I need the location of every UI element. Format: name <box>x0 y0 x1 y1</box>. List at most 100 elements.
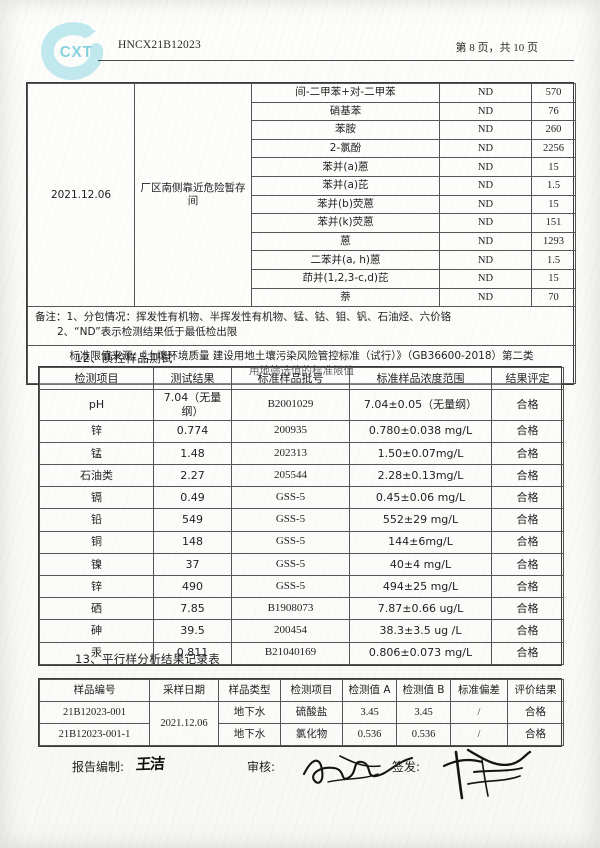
std-deviation-cell: / <box>450 701 508 724</box>
qc-batch-cell: GSS-5 <box>231 486 350 510</box>
table-row: 石油类 2.27 205544 2.28±0.13mg/L 合格 <box>39 464 564 488</box>
limit-value-cell: 70 <box>531 287 576 308</box>
table-row: 二苯并(a, h)蒽 ND 1.5 <box>28 250 576 270</box>
qc-result-cell: 2.27 <box>153 464 232 488</box>
column-header: 标准样品批号 <box>231 366 350 391</box>
std-deviation-cell: / <box>450 723 508 746</box>
test-item-cell: 2-氯酚 <box>251 138 440 159</box>
column-header: 检测项目 <box>39 366 154 391</box>
cxt-logo: CXT <box>41 22 104 80</box>
qc-range-cell: 0.780±0.038 mg/L <box>349 419 492 443</box>
qc-eval-cell: 合格 <box>491 508 564 532</box>
qc-range-cell: 0.806±0.073 mg/L <box>349 641 492 665</box>
column-header: 评价结果 <box>507 679 564 702</box>
qc-batch-cell: 200935 <box>231 419 350 443</box>
qc-eval-cell: 合格 <box>491 530 564 554</box>
qc-item-cell: 镍 <box>39 552 154 577</box>
qc-batch-cell: GSS-5 <box>231 530 350 554</box>
sampling-date-cell: 2021.12.06 <box>149 701 219 746</box>
test-result-cell: ND <box>439 83 532 103</box>
table-row: 镉 0.49 GSS-5 0.45±0.06 mg/L 合格 <box>39 486 564 510</box>
qc-result-cell: 0.49 <box>153 486 232 510</box>
test-result-cell: ND <box>439 194 532 215</box>
sample-date-cell: 2021.12.06 <box>27 82 135 308</box>
test-result-cell: ND <box>439 157 532 177</box>
qc-batch-cell: 205544 <box>231 464 350 488</box>
table-row: 铜 148 GSS-5 144±6mg/L 合格 <box>39 530 564 554</box>
table-row: pH 7.04（无量纲） B2001029 7.04±0.05（无量纲） 合格 <box>39 389 564 421</box>
limit-value-cell: 15 <box>531 157 576 177</box>
table-row: 2021.12.06 厂区南侧靠近危险暂存间 间-二甲苯+对-二甲苯 ND 570 <box>27 82 576 308</box>
qc-eval-cell: 合格 <box>491 464 564 488</box>
column-header: 测试结果 <box>153 366 232 391</box>
limit-value-cell: 1293 <box>531 231 576 252</box>
qc-batch-cell: GSS-5 <box>231 508 350 532</box>
qc-item-cell: 砷 <box>39 619 154 643</box>
table-header-row: 检测项目 测试结果 标准样品批号 标准样品浓度范围 结果评定 <box>39 366 564 391</box>
limit-value-cell: 15 <box>531 194 576 215</box>
test-result-cell: ND <box>439 268 532 289</box>
test-item-cell: 苯胺 <box>251 120 440 140</box>
test-result-cell: ND <box>439 101 532 122</box>
standard-source-cell: 标准限值来源:《土壤环境质量 建设用地土壤污染风险管控标准（试行）》（GB366… <box>27 344 576 385</box>
issued-by-label: 签发: <box>392 760 421 774</box>
sample-type-cell: 地下水 <box>218 701 281 724</box>
column-header: 检测值 B <box>396 679 451 702</box>
limit-value-cell: 15 <box>531 268 576 289</box>
qc-range-cell: 144±6mg/L <box>349 530 492 554</box>
table-row: 锰 1.48 202313 1.50±0.07mg/L 合格 <box>39 441 564 466</box>
test-result-cell: ND <box>439 138 532 159</box>
table-row: 硝基苯 ND 76 <box>28 101 576 122</box>
qc-item-cell: 铜 <box>39 530 154 554</box>
table-row: 茚并(1,2,3-c,d)芘 ND 15 <box>28 268 576 289</box>
parallel-item-cell: 氯化物 <box>280 723 343 746</box>
qc-item-cell: 铅 <box>39 508 154 532</box>
test-item-cell: 茚并(1,2,3-c,d)芘 <box>251 268 440 289</box>
qc-range-cell: 7.87±0.66 ug/L <box>349 597 492 621</box>
qc-result-cell: 148 <box>153 530 232 554</box>
qc-item-cell: 镉 <box>39 486 154 510</box>
table-row: 镍 37 GSS-5 40±4 mg/L 合格 <box>39 552 564 577</box>
page-header: CXT HNCX21B12023 第 8 页，共 10 页 <box>26 22 574 80</box>
reviewed-by-signature <box>302 755 414 784</box>
qc-result-cell: 0.774 <box>153 419 232 443</box>
limit-value-cell: 2256 <box>531 138 576 159</box>
test-result-cell: ND <box>439 120 532 140</box>
qc-eval-cell: 合格 <box>491 597 564 621</box>
column-header: 标准样品浓度范围 <box>349 366 492 391</box>
qc-batch-cell: 200454 <box>231 619 350 643</box>
table-row: 萘 ND 70 <box>28 287 576 308</box>
page-indicator: 第 8 页，共 10 页 <box>455 42 539 54</box>
column-header: 样品编号 <box>39 679 150 702</box>
qc-batch-cell: 202313 <box>231 441 350 466</box>
qc-range-cell: 1.50±0.07mg/L <box>349 441 492 466</box>
qc-eval-cell: 合格 <box>491 619 564 643</box>
qc-result-cell: 7.04（无量纲） <box>153 389 232 421</box>
qc-eval-cell: 合格 <box>491 419 564 443</box>
table-row: 苯并(k)荧蒽 ND 151 <box>28 213 576 233</box>
qc-range-cell: 7.04±0.05（无量纲） <box>349 389 492 421</box>
test-item-cell: 蒽 <box>251 231 440 252</box>
svg-text:CXT: CXT <box>60 44 93 61</box>
qc-item-cell: 石油类 <box>39 464 154 488</box>
qc-item-cell: pH <box>39 389 154 421</box>
column-header: 样品类型 <box>218 679 281 702</box>
qc-range-cell: 494±25 mg/L <box>349 574 492 599</box>
reviewed-by-label: 审核: <box>247 760 276 774</box>
qc-item-cell: 锌 <box>39 574 154 599</box>
test-result-cell: ND <box>439 250 532 270</box>
table-row: 砷 39.5 200454 38.3±3.5 ug /L 合格 <box>39 619 564 643</box>
table-row: 21B12023-001-1 地下水 氯化物 0.536 0.536/合格 <box>39 723 564 746</box>
qc-batch-cell: GSS-5 <box>231 574 350 599</box>
standard-source-row: 标准限值来源:《土壤环境质量 建设用地土壤污染风险管控标准（试行）》（GB366… <box>27 344 576 385</box>
qc-result-cell: 549 <box>153 508 232 532</box>
table-header-row: 样品编号 采样日期 样品类型 检测项目 检测值 A 检测值 B 标准偏差 评价结果 <box>39 679 564 702</box>
qc-result-cell: 7.85 <box>153 597 232 621</box>
qc-eval-cell: 合格 <box>491 486 564 510</box>
section-12-caption: 12、质控样品测试 <box>75 351 173 365</box>
section-13-caption: 13、平行样分析结果记录表 <box>75 652 221 666</box>
column-header: 结果评定 <box>491 366 564 391</box>
qc-item-cell: 锌 <box>39 419 154 443</box>
column-header: 检测项目 <box>280 679 343 702</box>
